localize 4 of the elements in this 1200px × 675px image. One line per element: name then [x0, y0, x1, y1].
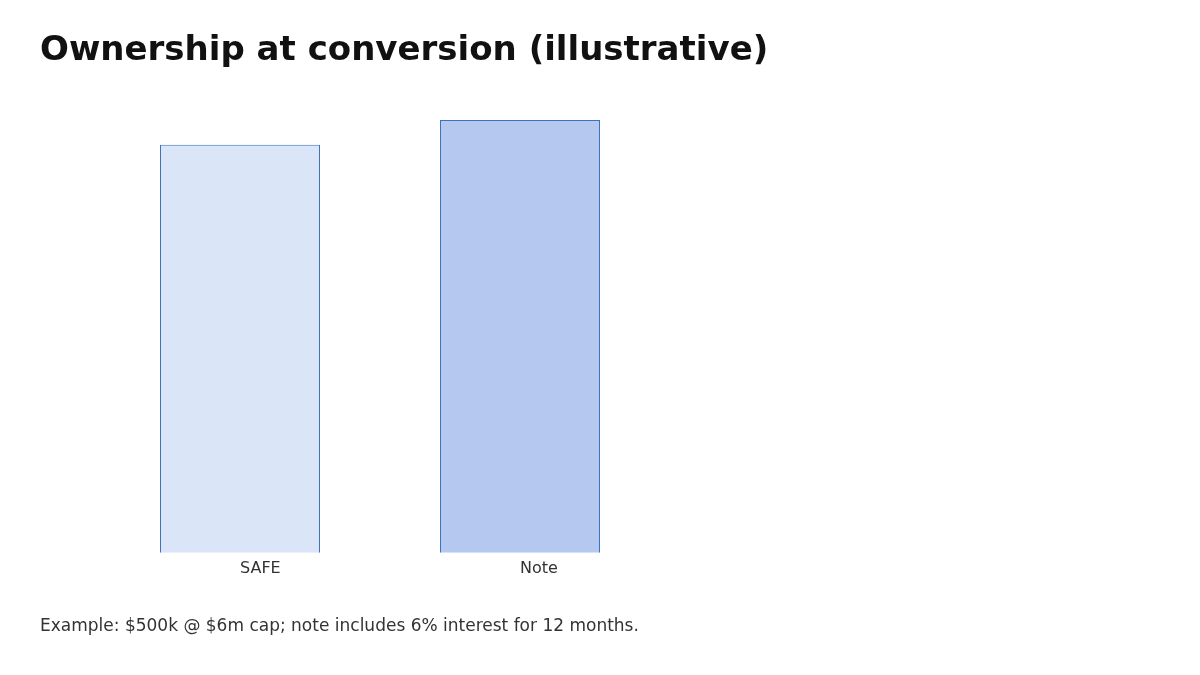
x-tick-label: SAFE	[240, 557, 281, 577]
chart-title: Ownership at conversion (illustrative)	[40, 28, 769, 68]
text: Example: $500k @ $6m cap; note includes 6% interest for 12 months.	[40, 615, 639, 635]
x-tick-label: Note	[520, 557, 558, 577]
